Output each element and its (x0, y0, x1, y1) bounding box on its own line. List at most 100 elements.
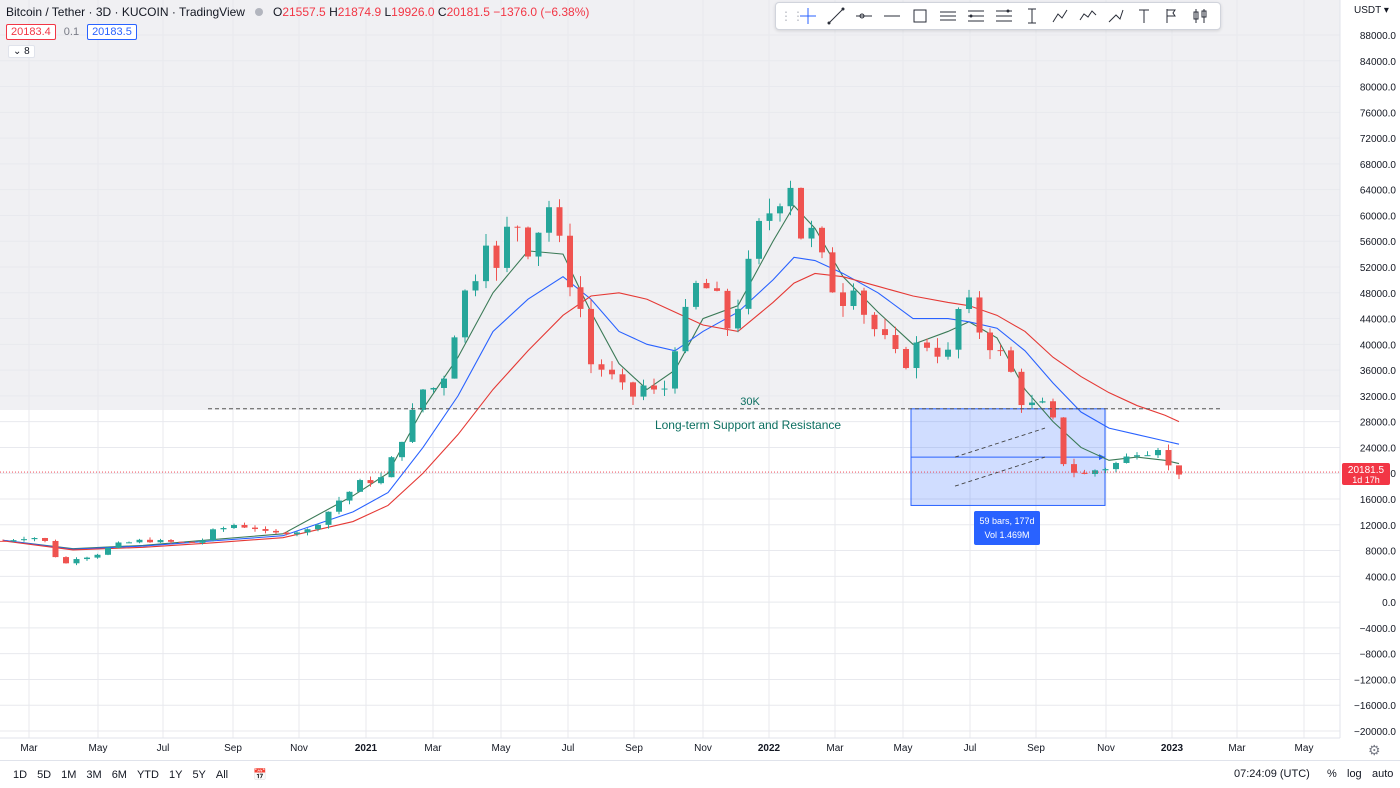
price-chart[interactable]: 59 bars, 177d Vol 1.469M 30K Long-term Sup… (0, 0, 1400, 760)
candle-body (714, 288, 720, 291)
candle-body (168, 540, 174, 542)
price-range-icon[interactable] (1018, 4, 1046, 28)
range-button-1y[interactable]: 1Y (168, 768, 183, 781)
range-button-1d[interactable]: 1D (13, 768, 28, 781)
candle-body (483, 245, 489, 282)
candle-body (903, 349, 909, 369)
candle-body (997, 350, 1004, 352)
time-tick-label: Mar (826, 743, 844, 754)
price-tick-label: 84000.0 (1360, 57, 1397, 68)
price-tick-label: 72000.0 (1360, 134, 1397, 145)
settings-gear-icon[interactable]: ⚙ (1368, 742, 1381, 758)
spread-value: 0.1 (63, 26, 80, 38)
horizontal-line-icon[interactable] (878, 4, 906, 28)
upper-shade-area (0, 0, 1340, 410)
drag-handle-icon[interactable]: ⋮⋮ (780, 9, 804, 23)
candle-body (819, 227, 825, 253)
range-button-6m[interactable]: 6M (111, 768, 127, 781)
utc-clock[interactable]: 07:24:09 (UTC) (1234, 768, 1310, 780)
horizontal-ray-icon[interactable] (850, 4, 878, 28)
text-icon[interactable] (1130, 4, 1158, 28)
price-axis[interactable]: 88000.0 84000.0 80000.0 76000.0 72000.0 68000… (1339, 0, 1397, 738)
candle-body (31, 538, 38, 540)
visibility-dot-icon[interactable] (254, 8, 263, 16)
candle-body (1071, 464, 1077, 473)
date-range-icon[interactable]: 📅 (253, 769, 267, 781)
candle-body (462, 290, 468, 338)
candle-body (105, 547, 111, 555)
price-tick-label: 0.0 (1382, 598, 1396, 609)
time-tick-label: 2021 (355, 743, 378, 754)
candle-body (861, 290, 867, 315)
price-tick-label: 28000.0 (1360, 418, 1397, 429)
time-tick-label: Nov (290, 743, 308, 754)
symbol-title[interactable]: Bitcoin / Tether · 3D · KUCOIN · Trading… (6, 5, 245, 19)
price-tick-label: 44000.0 (1360, 315, 1397, 326)
fib-icon[interactable] (990, 4, 1018, 28)
candle-body (1018, 371, 1025, 406)
candle-body (1029, 402, 1035, 406)
candle-body (682, 306, 689, 352)
path-icon[interactable] (1046, 4, 1074, 28)
price-tick-label: 60000.0 (1360, 211, 1397, 222)
candle-body (672, 351, 678, 389)
candle-body (808, 227, 815, 239)
candle-body (1134, 455, 1140, 457)
parallel-channel-icon[interactable] (934, 4, 962, 28)
candle-body (756, 220, 762, 259)
price-tick-label: 64000.0 (1360, 186, 1397, 197)
range-button-5d[interactable]: 5D (37, 768, 52, 781)
price-tick-label: 16000.0 (1360, 495, 1397, 506)
polyline-icon[interactable] (1074, 4, 1102, 28)
candle-body (525, 227, 531, 257)
candle-body (535, 232, 542, 257)
price-tick-label: 32000.0 (1360, 392, 1397, 403)
symbol-legend: Bitcoin / Tether · 3D · KUCOIN · Trading… (6, 5, 589, 19)
time-tick-label: May (894, 743, 913, 754)
indicators-toggle-button[interactable]: ⌄ 8 (8, 45, 35, 58)
price-tick-label: 80000.0 (1360, 83, 1397, 94)
sell-button[interactable]: 20183.4 (6, 24, 56, 40)
auto-toggle[interactable]: auto (1372, 768, 1394, 780)
range-button-all[interactable]: All (215, 768, 229, 781)
time-axis[interactable]: Mar May Jul Sep Nov 2021 Mar May Jul Sep Nov 2022 Ma… (0, 737, 1340, 754)
date-price-range-box[interactable]: 59 bars, 177d Vol 1.469M (910, 408, 1106, 545)
candle-body (493, 245, 500, 268)
candle-body (661, 388, 668, 390)
brush-icon[interactable] (1102, 4, 1130, 28)
time-tick-label: Mar (20, 743, 38, 754)
candle-body (1155, 450, 1161, 456)
range-bars-label: 59 bars, 177d (979, 516, 1034, 526)
candle-body (1060, 417, 1067, 465)
candle-body (42, 538, 48, 541)
candle-body (588, 308, 594, 365)
candle-body (745, 258, 752, 309)
cross-icon[interactable] (794, 4, 822, 28)
long-short-icon[interactable] (1186, 4, 1214, 28)
annotations: 30K Long-term Support and Resistance (0, 396, 1340, 487)
time-tick-label: Sep (224, 743, 242, 754)
candle-body (1144, 455, 1151, 457)
percent-toggle[interactable]: % (1327, 768, 1337, 780)
flag-icon[interactable] (1158, 4, 1186, 28)
trend-line-icon[interactable] (822, 4, 850, 28)
drawing-toolbar: ⋮⋮ (775, 2, 1221, 30)
range-button-1m[interactable]: 1M (61, 768, 77, 781)
candle-body (147, 539, 153, 543)
candle-body (1008, 350, 1014, 372)
range-button-5y[interactable]: 5Y (192, 768, 206, 781)
range-button-ytd[interactable]: YTD (136, 768, 159, 781)
pitchfork-icon[interactable] (962, 4, 990, 28)
rectangle-icon[interactable] (906, 4, 934, 28)
time-tick-label: May (492, 743, 511, 754)
currency-selector[interactable]: USDT ▾ (1354, 5, 1389, 16)
candle-body (514, 226, 521, 228)
candle-body (388, 457, 395, 478)
buy-button[interactable]: 20183.5 (87, 24, 137, 40)
range-button-3m[interactable]: 3M (86, 768, 102, 781)
time-tick-label: Mar (1228, 743, 1246, 754)
log-toggle[interactable]: log (1347, 768, 1362, 780)
candle-body (294, 532, 300, 535)
time-tick-label: Jul (964, 743, 977, 754)
candle-body (126, 542, 132, 544)
